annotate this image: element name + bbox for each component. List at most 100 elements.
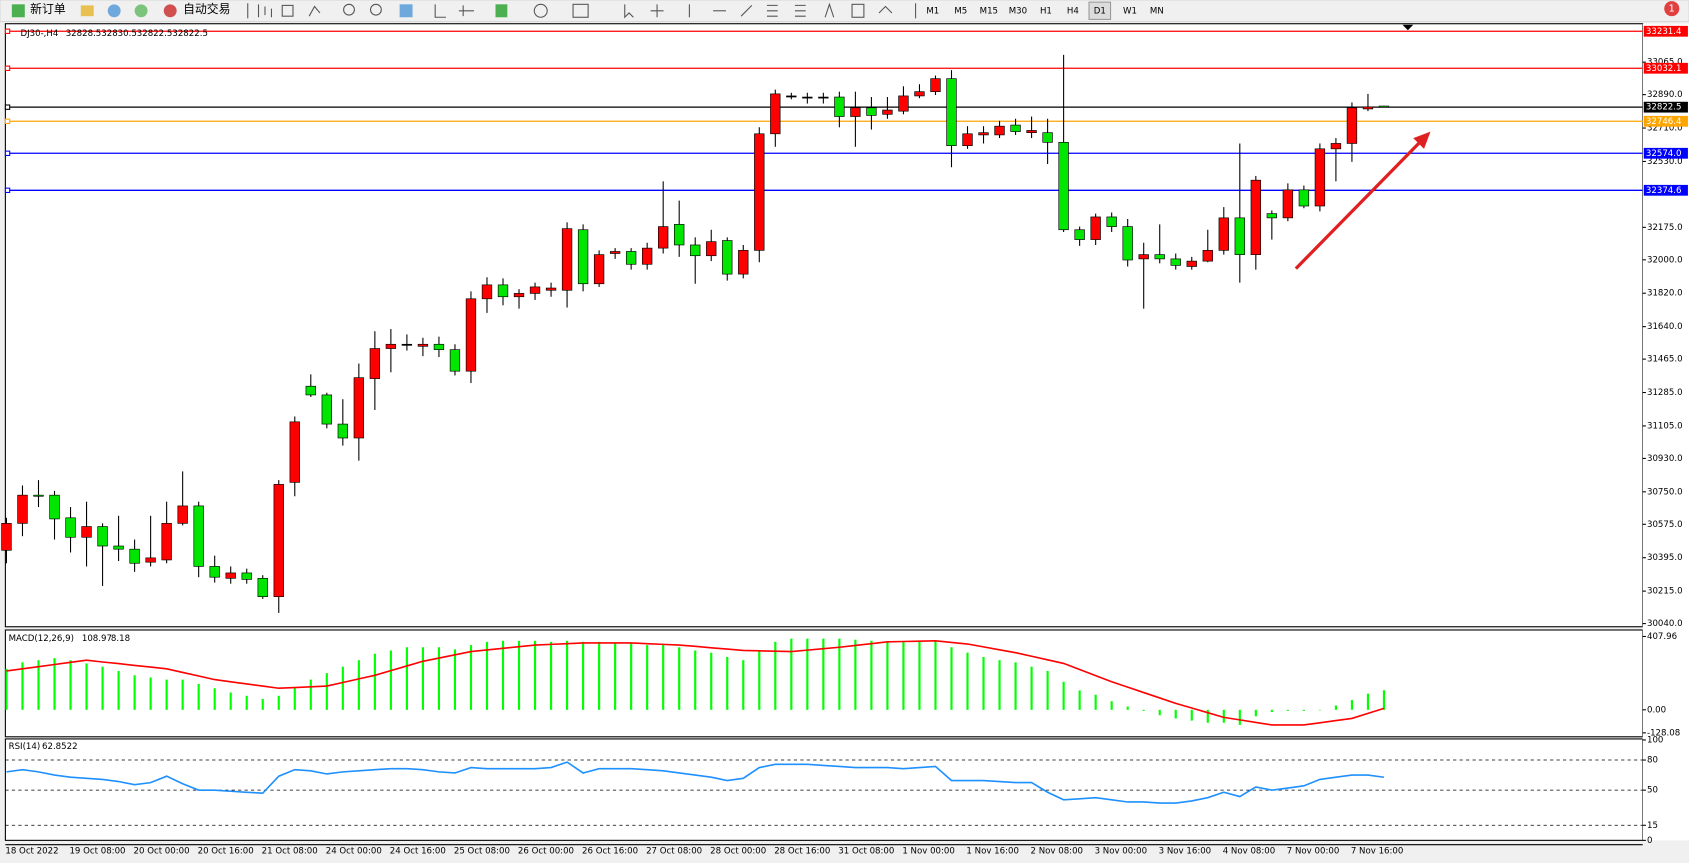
macd-bar [870,640,873,710]
candle-body [1042,132,1053,143]
macd-bar [293,688,296,710]
y-tick-label: 0.00 [1647,705,1666,715]
macd-bar [1014,662,1017,710]
macd-bar [1206,709,1209,723]
candle-body [609,251,621,254]
x-tick-label: 1 Nov 16:00 [966,847,1019,857]
x-tick-label: 28 Oct 00:00 [710,847,766,857]
y-tick-label: 100 [1647,735,1663,745]
timeframe-button[interactable]: W1 [1123,6,1137,16]
macd-bar [934,640,937,710]
icon-auto-trading[interactable] [163,4,177,18]
icon[interactable] [257,4,272,18]
icon[interactable] [572,3,589,18]
candle-body [1154,254,1165,260]
x-tick-label: 26 Oct 00:00 [518,847,574,857]
icon-crosshair[interactable] [650,4,664,18]
timeframe-button[interactable]: H4 [1067,6,1079,16]
x-tick-label: 21 Oct 08:00 [262,847,318,857]
timeframe-button[interactable]: H1 [1040,6,1052,16]
level-handle [4,118,11,124]
timeframe-button[interactable]: MN [1150,6,1164,16]
icon[interactable] [308,5,321,17]
macd-bar [1366,693,1370,710]
y-tick-label: 30750.0 [1647,487,1683,497]
icon[interactable] [878,5,893,14]
icon[interactable] [281,4,294,17]
macd-bar [373,653,376,710]
icon[interactable] [107,4,121,18]
candle-body [545,287,557,291]
macd-bar [1030,666,1033,710]
macd-bar [117,670,120,710]
indicator-title: RSI(14) [9,742,41,752]
icon-new-order[interactable] [11,4,25,18]
macd-bar [165,679,168,710]
candle-body [754,133,765,251]
timeframe-button[interactable]: M15 [980,6,998,16]
macd-bar [1062,681,1065,710]
macd-bar [69,660,72,710]
icon[interactable] [495,4,508,18]
icon-cursor[interactable] [624,4,634,19]
candle-body [1106,216,1117,227]
level-tag [1643,25,1688,37]
x-tick-label: 27 Oct 08:00 [646,847,702,857]
timeframe-button[interactable]: M30 [1009,6,1027,16]
macd-bar [37,660,40,710]
auto-trading-button[interactable]: 自动交易 [183,2,230,16]
toolbar-icons [11,2,917,19]
candle-body [1170,258,1181,266]
macd-bar [149,677,152,710]
icon[interactable] [794,4,806,17]
notification-count[interactable]: 1 [1669,4,1675,15]
macd-bar [1254,709,1257,717]
toolbar [0,0,1689,23]
candle-body [978,132,989,136]
timeframe-button[interactable]: M5 [954,6,967,16]
icon[interactable] [399,4,413,18]
annotation-arrow [1294,131,1431,270]
arrow-shaft [1294,141,1421,270]
timeframe-bar: M1 M5 M15 M30 H1 H4 D1 W1 MN [926,1,1164,20]
candle-body [946,78,957,146]
icon[interactable] [533,3,548,18]
macd-bar [341,666,344,710]
rsi-value: 62.8522 [42,742,78,752]
macd-bar [501,640,505,710]
candle-body [481,284,493,300]
macd-bar [950,647,953,710]
notification-badge[interactable] [1664,1,1680,17]
icon-zoom-in[interactable] [343,3,355,16]
icon[interactable] [80,5,94,17]
macd-bar [902,641,905,710]
plot-layer: 33065.0 32890.0 32710.0 32530.0 32175.0 32000… [1,25,1688,857]
icon-zoom-out[interactable] [370,3,382,16]
macd-bar [918,640,921,710]
candle-body [1378,105,1390,108]
level-label: 32822.5 [1646,103,1682,113]
signal-value: 8.18 [111,634,130,644]
candle-body [962,133,973,146]
macd-bar [357,660,360,710]
macd-bar [886,641,889,710]
macd-bar [806,638,809,710]
timeframe-button[interactable]: D1 [1094,6,1106,16]
macd-bar [1158,709,1161,716]
icon[interactable] [134,4,148,18]
timeframe-button[interactable]: M1 [926,6,939,16]
icon[interactable] [458,5,474,17]
candle-body [674,224,685,246]
macd-bar [309,679,312,710]
new-order-button[interactable]: 新订单 [30,2,66,16]
icon[interactable] [766,4,778,17]
icon-trendline[interactable] [740,5,753,17]
macd-bar [1350,700,1354,710]
macd-bar [85,663,88,710]
icon-text[interactable] [824,2,835,18]
icon-label[interactable] [851,3,865,18]
x-tick-label: 31 Oct 08:00 [838,847,894,857]
icon[interactable] [434,4,446,18]
y-tick-label: 30930.0 [1647,454,1683,464]
macd-bar [421,647,424,710]
